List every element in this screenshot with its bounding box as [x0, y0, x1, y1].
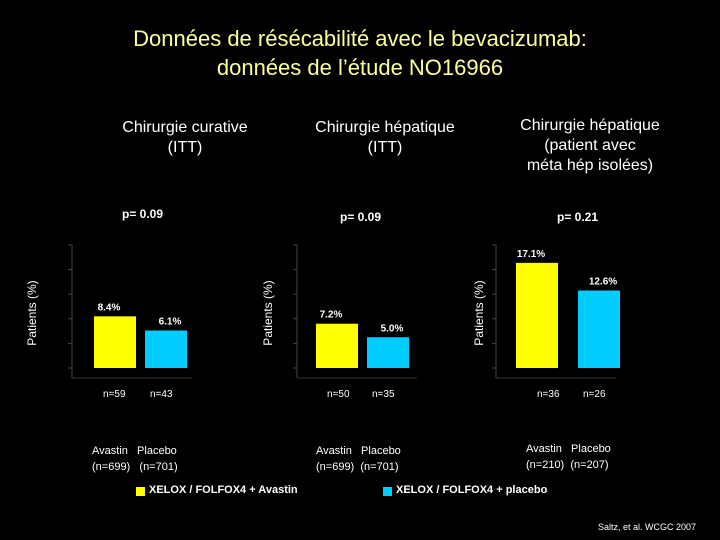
panel-3-n-avastin: n=36 [537, 389, 560, 400]
panel-1-title-line: Chirurgie curative [122, 119, 248, 136]
panel-1-title-line: (ITT) [167, 139, 203, 156]
data-label: 6.1% [159, 316, 182, 327]
panel-1-pvalue: p= 0.09 [122, 207, 164, 221]
title-line-2: données de l’étude NO16966 [216, 55, 504, 80]
panel-3-title: Chirurgie hépatique (patient avec méta h… [480, 116, 700, 176]
bar-placebo [367, 337, 409, 368]
arm-name: Avastin [526, 443, 562, 455]
arm-total: (n=210) [526, 459, 565, 471]
title-line-1: Données de résécabilité avec le bevacizu… [133, 26, 587, 51]
bar-avastin [316, 323, 358, 368]
arm-total: (n=701) [360, 461, 399, 473]
y-axis-label: Patients (%) [261, 280, 275, 345]
legend-label-avastin: XELOX / FOLFOX4 + Avastin [149, 484, 298, 496]
bar-placebo [578, 290, 620, 368]
slide-title: Données de résécabilité avec le bevacizu… [0, 24, 720, 82]
chart-hepatic-isolated: Patients (%) 17.1% 12.6% [472, 244, 620, 379]
panel-2-pvalue: p= 0.09 [340, 210, 382, 224]
data-label: 12.6% [589, 277, 617, 288]
panel-3-pvalue: p= 0.21 [557, 210, 599, 224]
bar-avastin [516, 262, 558, 368]
panel-2-title: Chirurgie hépatique (ITT) [270, 118, 500, 158]
arm-name: Avastin [92, 445, 128, 457]
panel-1-title: Chirurgie curative (ITT) [70, 118, 300, 158]
arm-name: Avastin [316, 445, 352, 457]
panel-3-title-line: (patient avec [544, 137, 636, 154]
panel-3-arms: Avastin Placebo (n=210) (n=207) [526, 441, 611, 473]
arm-total: (n=699) [316, 461, 355, 473]
chart-hepatic-itt: Patients (%) 7.2% 5.0% [261, 244, 417, 379]
panel-2-title-line: (ITT) [367, 139, 403, 156]
bar-placebo [145, 330, 187, 368]
panel-1-arms: Avastin Placebo (n=699) (n=701) [92, 443, 178, 475]
data-label: 8.4% [98, 302, 121, 313]
panel-1-n-placebo: n=43 [150, 389, 173, 400]
panel-2-title-line: Chirurgie hépatique [315, 119, 455, 136]
arm-name: Placebo [571, 443, 611, 455]
panel-2-n-placebo: n=35 [372, 389, 395, 400]
chart-curative-itt: Patients (%) 8.4% 6.1% [25, 244, 192, 379]
panel-2-arms: Avastin Placebo (n=699) (n=701) [316, 443, 401, 475]
citation: Saltz, et al. WCGC 2007 [598, 522, 697, 532]
data-label: 5.0% [381, 323, 404, 334]
y-axis-label: Patients (%) [25, 280, 39, 345]
legend-label-placebo: XELOX / FOLFOX4 + placebo [396, 484, 548, 496]
panel-3-title-line: Chirurgie hépatique [520, 117, 660, 134]
panel-3-title-line: méta hép isolées) [526, 157, 654, 174]
panel-1-n-avastin: n=59 [103, 389, 126, 400]
bar-avastin [94, 316, 136, 368]
arm-total: (n=699) [92, 461, 131, 473]
data-label: 7.2% [320, 310, 343, 321]
arm-name: Placebo [137, 445, 177, 457]
y-axis-label: Patients (%) [472, 280, 486, 345]
legend-swatch-placebo [383, 487, 392, 496]
arm-name: Placebo [361, 445, 401, 457]
arm-total: (n=701) [139, 461, 178, 473]
panel-3-n-placebo: n=26 [583, 389, 606, 400]
panel-2-n-avastin: n=50 [327, 389, 350, 400]
legend-swatch-avastin [136, 487, 145, 496]
arm-total: (n=207) [570, 459, 609, 471]
data-label: 17.1% [517, 249, 545, 260]
